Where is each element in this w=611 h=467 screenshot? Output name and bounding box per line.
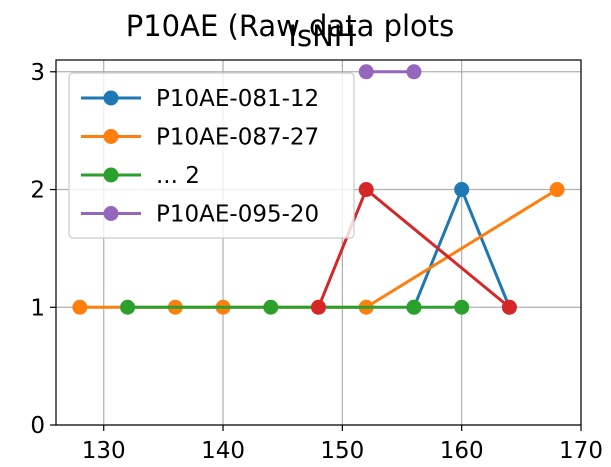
- y-tick-label: 2: [30, 178, 45, 204]
- legend-marker: [103, 90, 119, 106]
- axis-ticks: 130 140 150 160 170 0 1 2 3: [30, 60, 603, 464]
- series: [120, 299, 470, 315]
- y-tick-label: 3: [30, 60, 45, 86]
- series: [358, 64, 422, 80]
- chart-subtitle: IsNH: [288, 19, 355, 53]
- plot-frame: [55, 59, 582, 426]
- data-point: [406, 299, 422, 315]
- data-point: [72, 299, 88, 315]
- data-point: [358, 182, 374, 198]
- x-tick-label: 170: [559, 438, 603, 464]
- legend-box: [68, 72, 355, 239]
- y-tick-label: 1: [30, 295, 45, 321]
- chart-title: P10AE (Raw data plots: [126, 9, 455, 43]
- x-tick-label: 160: [440, 438, 484, 464]
- legend-marker: [103, 206, 119, 221]
- data-point: [311, 299, 326, 315]
- data-point: [501, 299, 517, 315]
- legend-marker: [103, 129, 119, 144]
- data-point: [120, 299, 136, 315]
- x-tick-label: 140: [201, 438, 245, 464]
- legend-marker: [103, 167, 119, 183]
- legend-label: ... 2: [156, 163, 200, 189]
- legend-label: P10AE-081-12: [156, 86, 319, 112]
- data-point: [549, 182, 565, 198]
- data-point: [454, 182, 470, 198]
- legend-label: P10AE-087-27: [156, 125, 319, 151]
- x-tick-label: 130: [82, 438, 126, 464]
- data-point: [454, 299, 470, 315]
- x-tick-label: 150: [320, 438, 364, 464]
- data-point: [358, 64, 374, 80]
- y-tick-label: 0: [30, 413, 45, 439]
- series: [311, 182, 517, 315]
- legend: P10AE-081-12 P10AE-087-27 ... 2 P10AE-095-2…: [68, 72, 355, 239]
- legend-label: P10AE-095-20: [156, 202, 319, 228]
- data-point: [406, 64, 422, 80]
- data-point: [263, 299, 279, 315]
- series-group: [72, 64, 565, 315]
